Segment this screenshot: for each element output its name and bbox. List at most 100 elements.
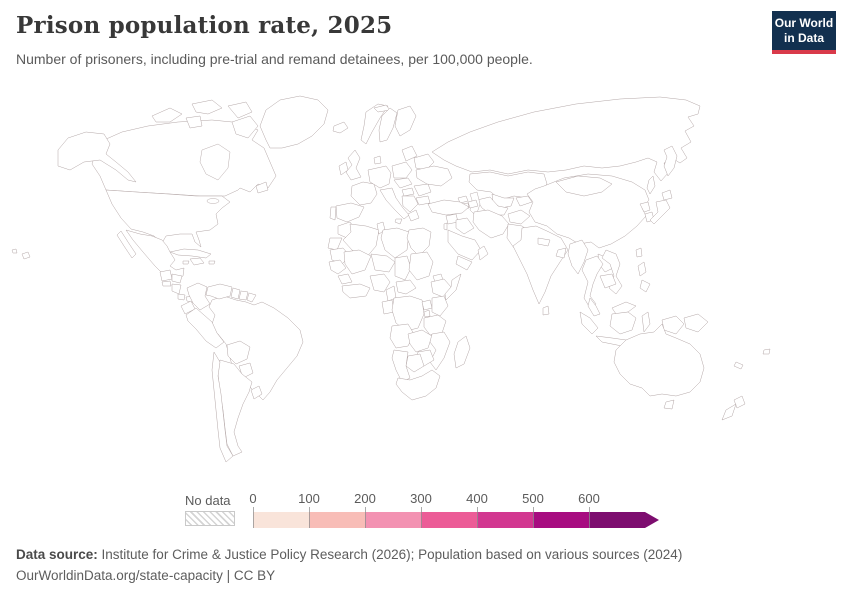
country-iran[interactable]	[472, 209, 510, 239]
country-venezuela[interactable]	[205, 283, 233, 300]
country-canada-island1[interactable]	[151, 107, 183, 123]
country-india[interactable]	[512, 225, 569, 305]
country-cotedivoire[interactable]	[341, 283, 371, 299]
country-srilanka[interactable]	[542, 305, 550, 316]
country-kenya[interactable]	[431, 295, 449, 317]
country-mali[interactable]	[343, 249, 372, 275]
country-sweden[interactable]	[378, 107, 398, 143]
country-nicaragua[interactable]	[171, 283, 182, 295]
country-japan-hokkaido[interactable]	[661, 189, 673, 201]
country-greece[interactable]	[407, 209, 420, 222]
country-mexico[interactable]	[125, 229, 185, 281]
country-usa-mainland[interactable]	[105, 189, 231, 248]
country-nepal[interactable]	[537, 237, 551, 247]
country-portugal[interactable]	[329, 206, 337, 221]
country-czechia[interactable]	[393, 177, 413, 189]
country-elsalvador[interactable]	[161, 280, 172, 287]
country-drc[interactable]	[391, 295, 425, 332]
country-australia-tasmania[interactable]	[663, 399, 675, 410]
country-norway[interactable]	[360, 103, 389, 145]
country-fiji[interactable]	[762, 348, 771, 355]
country-newcaledonia[interactable]	[733, 361, 744, 370]
country-canada-baffin[interactable]	[231, 115, 259, 139]
country-niger[interactable]	[370, 253, 396, 273]
country-canada-island3[interactable]	[227, 101, 253, 119]
country-kyrgyzstan[interactable]	[515, 195, 533, 207]
country-usa-hawaii[interactable]	[21, 251, 31, 260]
country-thailand[interactable]	[581, 255, 604, 309]
country-costarica[interactable]	[177, 293, 186, 301]
country-mongolia[interactable]	[555, 175, 613, 197]
country-indonesia-sulawesi[interactable]	[641, 311, 651, 333]
country-mozambique[interactable]	[429, 331, 451, 371]
country-indonesia-kalimantan[interactable]	[609, 311, 637, 335]
country-jamaica[interactable]	[182, 260, 190, 265]
country-rwanda[interactable]	[423, 309, 431, 318]
country-mexico-baja[interactable]	[116, 230, 137, 259]
country-guatemala[interactable]	[159, 269, 173, 282]
country-yemen[interactable]	[455, 255, 473, 271]
country-guinea[interactable]	[337, 273, 353, 285]
country-puertorico[interactable]	[208, 260, 216, 265]
country-taiwan[interactable]	[635, 247, 643, 258]
country-saudiarabia[interactable]	[447, 229, 482, 261]
country-malaysia-borneo[interactable]	[611, 301, 637, 315]
country-france[interactable]	[350, 181, 378, 206]
country-myanmar[interactable]	[567, 239, 589, 275]
country-china[interactable]	[526, 173, 650, 249]
owid-logo[interactable]: Our World in Data	[772, 11, 836, 54]
country-chile[interactable]	[211, 351, 234, 463]
country-lithuania[interactable]	[401, 145, 418, 162]
country-frguiana[interactable]	[246, 292, 257, 303]
country-uruguay[interactable]	[250, 385, 263, 400]
country-peru[interactable]	[185, 307, 225, 349]
country-belarus[interactable]	[413, 153, 435, 171]
country-colombia[interactable]	[186, 282, 211, 311]
country-spain[interactable]	[335, 202, 365, 223]
country-southafrica[interactable]	[395, 369, 441, 401]
country-philippines-luzon[interactable]	[637, 261, 647, 277]
country-poland[interactable]	[391, 161, 413, 179]
country-ukraine[interactable]	[415, 165, 453, 187]
country-italy-sicily[interactable]	[394, 218, 403, 225]
country-cambodia[interactable]	[599, 273, 617, 289]
country-car[interactable]	[395, 279, 417, 295]
country-ireland[interactable]	[338, 161, 349, 176]
country-denmark[interactable]	[373, 155, 382, 165]
country-bolivia[interactable]	[226, 340, 251, 365]
country-somalia[interactable]	[444, 273, 462, 301]
country-indonesia-papua[interactable]	[661, 315, 685, 335]
country-nigeria[interactable]	[369, 273, 391, 293]
country-australia[interactable]	[613, 323, 705, 397]
country-oman[interactable]	[477, 245, 489, 261]
country-libya[interactable]	[380, 227, 410, 259]
country-uk[interactable]	[345, 149, 362, 181]
country-finland[interactable]	[394, 105, 417, 137]
owid-link[interactable]: OurWorldinData.org/state-capacity | CC B…	[16, 568, 276, 583]
country-vietnam[interactable]	[601, 249, 623, 295]
country-angola[interactable]	[389, 323, 415, 349]
country-romania[interactable]	[413, 183, 432, 197]
country-senegal[interactable]	[328, 259, 347, 275]
country-turkmenistan[interactable]	[476, 196, 509, 216]
country-dominicanrep[interactable]	[189, 257, 205, 266]
country-westernsahara[interactable]	[327, 237, 343, 251]
country-russia-sakhalin[interactable]	[646, 175, 656, 195]
country-canada-newfoundland[interactable]	[255, 181, 269, 194]
country-russia[interactable]	[431, 96, 701, 182]
country-uganda[interactable]	[421, 299, 433, 311]
country-honduras[interactable]	[171, 273, 183, 284]
country-afghanistan[interactable]	[507, 209, 531, 225]
country-egypt[interactable]	[406, 227, 432, 257]
country-hungary[interactable]	[401, 187, 415, 197]
country-indonesia-sumatra[interactable]	[579, 311, 599, 335]
country-bulgaria[interactable]	[415, 195, 431, 206]
country-malaysia-peninsula[interactable]	[587, 297, 601, 317]
country-serbia[interactable]	[401, 195, 419, 213]
country-bangladesh[interactable]	[555, 247, 567, 259]
country-philippines-mindanao[interactable]	[639, 279, 651, 293]
country-usa-hawaii2[interactable]	[11, 248, 18, 254]
country-iraq[interactable]	[455, 217, 475, 235]
country-gabon[interactable]	[381, 299, 395, 315]
country-cuba[interactable]	[169, 248, 212, 259]
